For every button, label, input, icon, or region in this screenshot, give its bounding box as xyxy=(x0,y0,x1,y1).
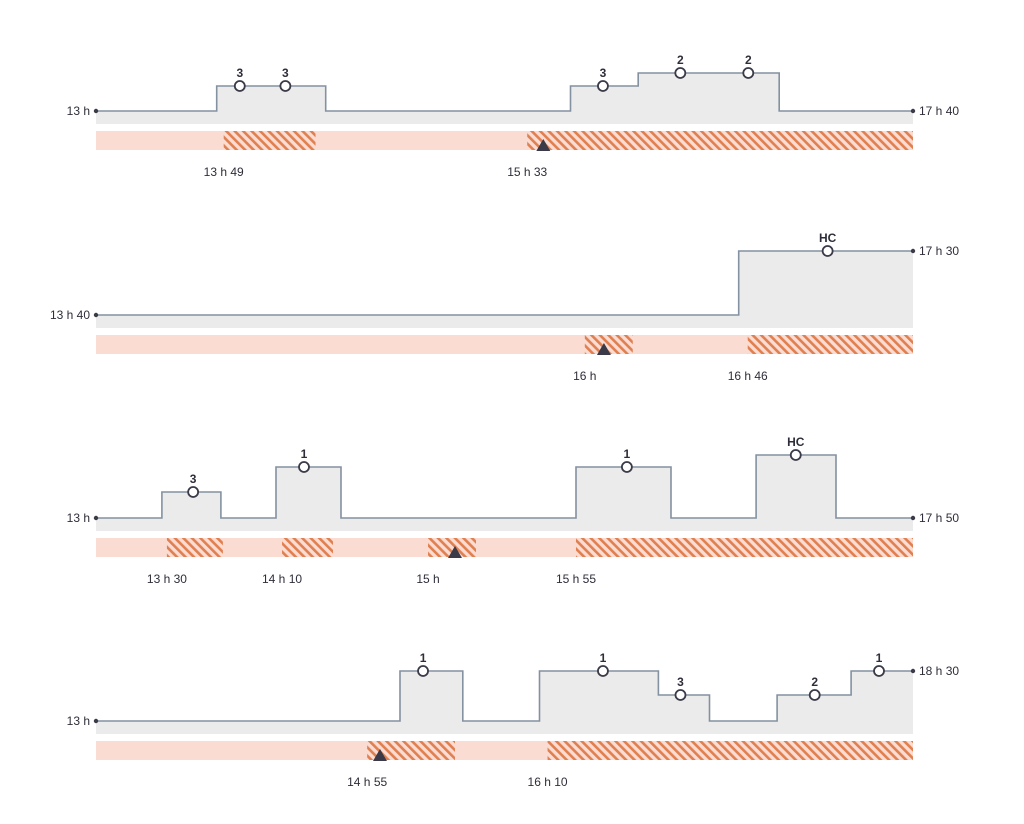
hatched-segment xyxy=(367,741,455,760)
segment-time-label: 15 h 33 xyxy=(507,165,547,179)
segment-time-label: 14 h 10 xyxy=(262,572,302,586)
event-circle-icon xyxy=(789,449,802,461)
segment-time-label: 13 h 30 xyxy=(147,572,187,586)
start-dot xyxy=(93,718,99,724)
end-dot xyxy=(910,248,916,254)
event-circle-icon xyxy=(298,461,310,473)
segment-time-label: 13 h 49 xyxy=(204,165,244,179)
event-circle-icon xyxy=(620,461,633,473)
hatched-segment xyxy=(166,538,223,557)
hatched-segment xyxy=(428,538,476,557)
start-time-label: 13 h xyxy=(67,511,90,525)
segment-time-label: 16 h 10 xyxy=(528,775,568,789)
occupancy-area xyxy=(96,251,913,328)
hatched-segment xyxy=(527,131,913,150)
occupancy-area xyxy=(96,455,913,531)
hatched-segment xyxy=(747,335,913,354)
event-circle-icon xyxy=(821,245,834,257)
event-label: 2 xyxy=(811,675,818,689)
segment-time-label: 15 h 55 xyxy=(556,572,596,586)
start-time-label: 13 h xyxy=(67,104,90,118)
segment-time-label: 16 h xyxy=(573,369,596,383)
event-circle-icon xyxy=(873,665,885,677)
triangle-marker-icon xyxy=(447,546,462,558)
event-label: 3 xyxy=(282,66,289,80)
end-dot xyxy=(910,108,916,114)
event-circle-icon xyxy=(187,486,200,498)
segment-time-label: 15 h xyxy=(416,572,439,586)
triangle-marker-icon xyxy=(372,749,387,761)
hatched-segment xyxy=(584,335,633,354)
end-dot xyxy=(910,668,916,674)
timeline-row: 13 h 17 h 50 13 h 30 14 h 10 15 h 15 h 55 3 1 1 H… xyxy=(67,435,960,586)
event-circle-icon xyxy=(417,665,429,677)
step-line xyxy=(96,72,913,112)
event-circle-icon xyxy=(742,67,755,79)
event-label: 3 xyxy=(677,675,684,689)
event-label: 1 xyxy=(624,447,631,461)
time-band xyxy=(96,335,913,354)
end-time-label: 17 h 50 xyxy=(919,511,959,525)
event-label: 3 xyxy=(190,472,197,486)
step-line xyxy=(96,454,913,519)
event-label: 1 xyxy=(876,651,883,665)
start-dot xyxy=(93,108,99,114)
event-label: 3 xyxy=(236,66,243,80)
start-dot xyxy=(93,312,99,318)
timeline-row: 13 h 18 h 30 14 h 55 16 h 10 1 1 3 2 1 xyxy=(67,651,960,789)
segment-time-label: 16 h 46 xyxy=(728,369,768,383)
event-label: 3 xyxy=(600,66,607,80)
segment-time-label: 14 h 55 xyxy=(347,775,387,789)
triangle-marker-icon xyxy=(536,139,551,151)
event-circle-icon xyxy=(674,689,687,701)
occupancy-area xyxy=(96,73,913,124)
event-label: 2 xyxy=(677,53,684,67)
hatched-segment xyxy=(282,538,334,557)
start-time-label: 13 h 40 xyxy=(50,308,90,322)
event-circle-icon xyxy=(597,80,609,92)
hatched-segment xyxy=(575,538,913,557)
hatched-segment xyxy=(223,131,316,150)
event-circle-icon xyxy=(279,80,292,92)
timeline-row: 13 h 40 17 h 30 16 h 16 h 46 HC xyxy=(50,231,959,383)
end-dot xyxy=(910,515,916,521)
end-time-label: 18 h 30 xyxy=(919,664,959,678)
event-label: 1 xyxy=(301,447,308,461)
event-label: 1 xyxy=(600,651,607,665)
end-time-label: 17 h 40 xyxy=(919,104,959,118)
event-circle-icon xyxy=(674,67,687,79)
start-dot xyxy=(93,515,99,521)
end-time-label: 17 h 30 xyxy=(919,244,959,258)
event-circle-icon xyxy=(233,80,246,92)
event-label: 1 xyxy=(420,651,427,665)
triangle-marker-icon xyxy=(596,343,611,355)
event-label: HC xyxy=(787,435,805,449)
event-label: HC xyxy=(819,231,837,245)
timeline-row: 13 h 17 h 40 13 h 49 15 h 33 3 3 3 2 2 xyxy=(67,53,960,179)
occupancy-area xyxy=(96,671,913,734)
event-circle-icon xyxy=(597,665,609,677)
hatched-segment xyxy=(547,741,913,760)
event-circle-icon xyxy=(808,689,821,701)
event-label: 2 xyxy=(745,53,752,67)
start-time-label: 13 h xyxy=(67,714,90,728)
